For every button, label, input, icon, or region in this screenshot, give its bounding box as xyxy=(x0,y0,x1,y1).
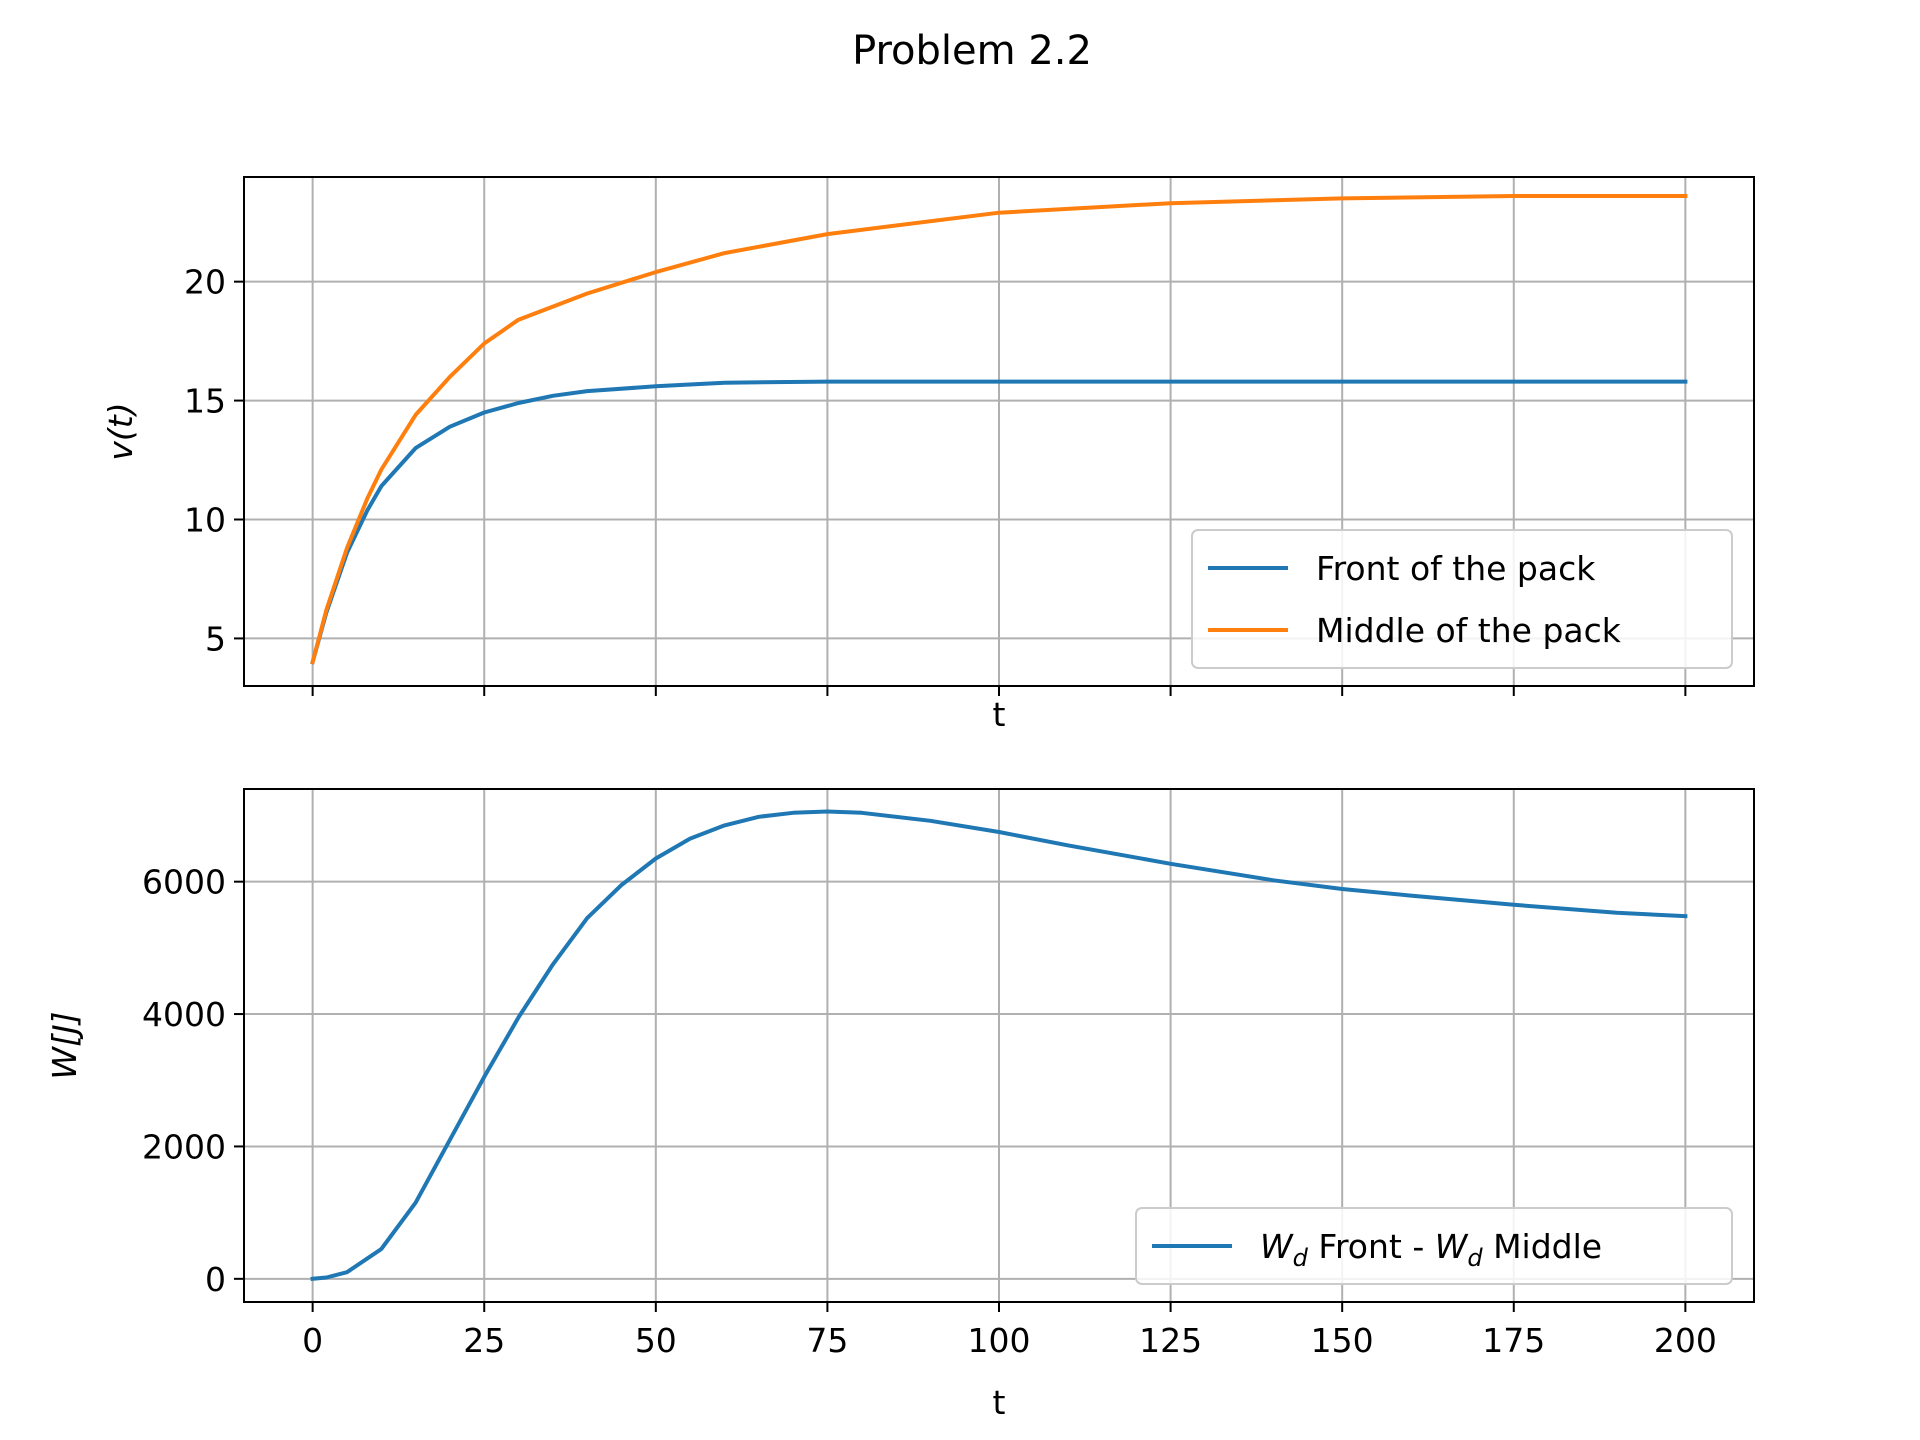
figure-title: Problem 2.2 xyxy=(852,28,1092,74)
chart-2-ytick-label-2000: 2000 xyxy=(142,1127,226,1166)
chart-1-series-2-line xyxy=(310,194,1688,665)
chart-2-series-1-line xyxy=(310,809,1688,1281)
chart-2-ytick-label-4000: 4000 xyxy=(142,995,226,1034)
chart-1-ytick-label-10: 10 xyxy=(184,501,226,540)
chart-2-xtick-label-200: 200 xyxy=(1654,1321,1717,1360)
chart-1-ylabel: v(t) xyxy=(101,402,140,460)
chart-2-ylabel: W[J] xyxy=(45,1011,84,1079)
chart-1-ytick-label-20: 20 xyxy=(184,263,226,302)
chart-2-xtick-label-150: 150 xyxy=(1311,1321,1374,1360)
chart-2-xtick-label-50: 50 xyxy=(635,1321,677,1360)
chart-2-xtick-label-75: 75 xyxy=(806,1321,848,1360)
chart-2-xlabel: t xyxy=(993,1383,1006,1422)
chart-1-ytick-label-15: 15 xyxy=(184,382,226,421)
chart-1-xlabel: t xyxy=(993,695,1006,734)
chart-2-xtick-label-25: 25 xyxy=(463,1321,505,1360)
chart-2-xtick-label-125: 125 xyxy=(1139,1321,1202,1360)
chart-2-ytick-label-6000: 6000 xyxy=(142,863,226,902)
chart-2-xtick-label-175: 175 xyxy=(1482,1321,1545,1360)
chart-2-xtick-label-100: 100 xyxy=(968,1321,1031,1360)
chart-1-series-1-line xyxy=(310,379,1688,665)
chart-1-legend-box xyxy=(1191,529,1733,669)
chart-2-ytick-label-0: 0 xyxy=(205,1260,226,1299)
velocity-chart: 5 10 15 20 t v(t) Front of the pack Middle of t… xyxy=(101,176,1755,734)
chart-2-legend-box xyxy=(1135,1207,1733,1285)
chart-2-xtick-label-0: 0 xyxy=(302,1321,323,1360)
work-difference-chart: 0 25 50 75 100 125 150 175 2000200040006000tW[J]… xyxy=(45,788,1755,1422)
chart-1-legend: Front of the pack Middle of the pack xyxy=(1191,529,1733,669)
chart-1-ytick-label-5: 5 xyxy=(205,619,226,658)
chart-1-legend-label-1: Front of the pack xyxy=(1316,549,1596,588)
chart-2-legend-label-1: Wd Front - Wd Middle xyxy=(1260,1227,1602,1272)
chart-1-legend-label-2: Middle of the pack xyxy=(1316,611,1622,650)
chart-2-legend: Wd Front - Wd Middle xyxy=(1135,1207,1733,1285)
